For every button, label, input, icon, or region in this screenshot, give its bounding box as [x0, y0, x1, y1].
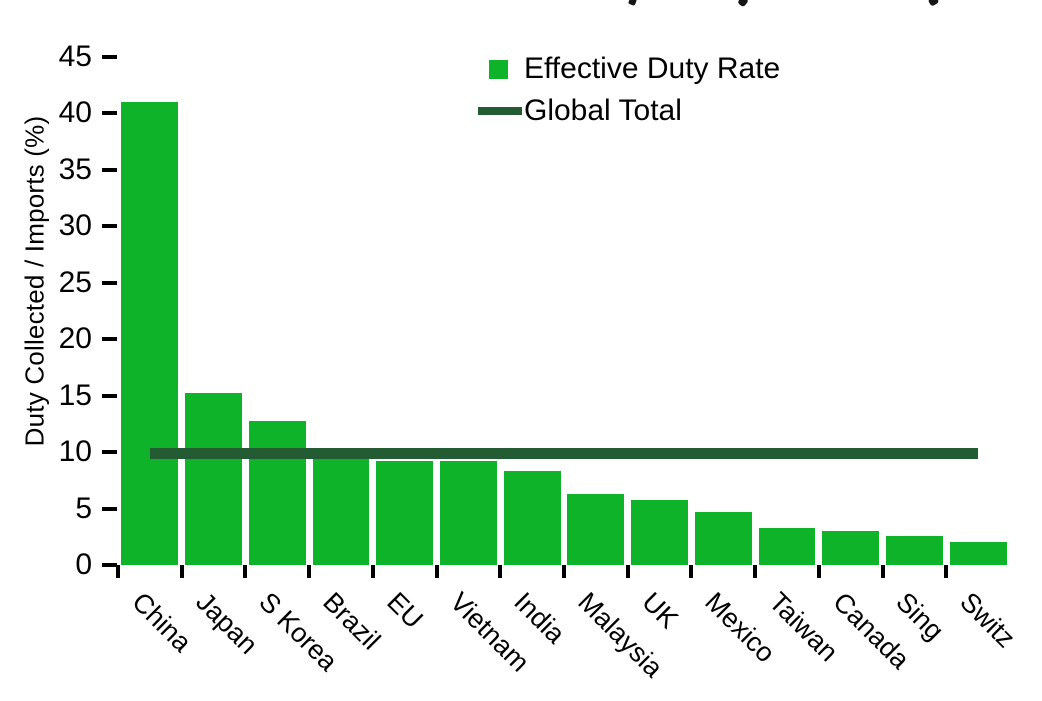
- y-tick-label: 10: [58, 435, 92, 469]
- y-tick-mark: [102, 450, 117, 455]
- y-tick-label: 25: [58, 265, 92, 299]
- bar-vietnam: [439, 461, 497, 565]
- bar-sing: [885, 535, 943, 565]
- y-tick-mark: [102, 337, 117, 342]
- x-tick-label: Switz: [954, 586, 1022, 654]
- bar-india: [503, 471, 561, 565]
- y-tick-mark: [102, 224, 117, 229]
- legend-label-global-total: Global Total: [524, 94, 682, 127]
- x-tick-mark: [370, 565, 375, 578]
- x-tick-mark: [498, 565, 503, 578]
- bar-eu: [376, 461, 434, 565]
- legend-bar-swatch: [489, 59, 508, 79]
- x-tick-mark: [243, 565, 248, 578]
- legend: Effective Duty Rate Global Total: [478, 52, 780, 128]
- y-tick-label: 30: [58, 209, 92, 243]
- x-tick-mark: [753, 565, 758, 578]
- x-tick-label: Sing: [890, 586, 951, 647]
- x-tick-mark: [816, 565, 821, 578]
- legend-label-effective-duty-rate: Effective Duty Rate: [524, 52, 781, 85]
- y-tick-mark: [102, 563, 117, 567]
- bar-s-korea: [248, 420, 306, 565]
- y-tick-mark: [102, 280, 117, 285]
- x-tick-label: Taiwan: [763, 586, 844, 668]
- bar-brazil: [312, 457, 370, 565]
- y-tick-label: 0: [75, 548, 92, 581]
- x-tick-mark: [434, 565, 439, 578]
- y-tick-mark: [102, 111, 117, 116]
- bar-china: [121, 102, 179, 565]
- x-tick-mark: [689, 565, 694, 578]
- x-tick-label: EU: [380, 586, 429, 635]
- x-tick-label: UK: [635, 586, 684, 635]
- y-tick-label: 35: [58, 152, 92, 186]
- legend-entry-global-total: Global Total: [478, 94, 780, 128]
- x-tick-mark: [116, 565, 120, 578]
- bar-mexico: [694, 511, 752, 565]
- x-tick-label: Japan: [189, 586, 264, 660]
- x-tick-label: Mexico: [699, 586, 782, 669]
- x-tick-mark: [880, 565, 885, 578]
- y-tick-label: 45: [58, 40, 92, 73]
- x-tick-label: China: [126, 586, 198, 658]
- bar-taiwan: [758, 527, 816, 565]
- x-tick-mark: [944, 565, 949, 578]
- bar-malaysia: [567, 493, 625, 565]
- y-tick-label: 5: [75, 491, 92, 525]
- x-tick-mark: [562, 565, 566, 578]
- bar-uk: [631, 499, 689, 565]
- bar-switz: [949, 542, 1007, 565]
- legend-entry-effective-duty-rate: Effective Duty Rate: [489, 52, 780, 86]
- y-tick-label: 15: [58, 378, 92, 412]
- y-tick-mark: [102, 55, 117, 59]
- y-tick-label: 40: [58, 96, 92, 130]
- x-tick-mark: [307, 565, 312, 578]
- x-tick-mark: [625, 565, 630, 578]
- x-tick-mark: [179, 565, 184, 578]
- y-tick-label: 20: [58, 322, 92, 356]
- bar-japan: [185, 393, 243, 565]
- y-tick-mark: [102, 167, 117, 172]
- global-total-line: [149, 447, 979, 459]
- y-tick-mark: [102, 393, 117, 398]
- legend-line-swatch: [478, 107, 522, 115]
- y-tick-mark: [102, 506, 117, 511]
- bar-canada: [822, 531, 880, 565]
